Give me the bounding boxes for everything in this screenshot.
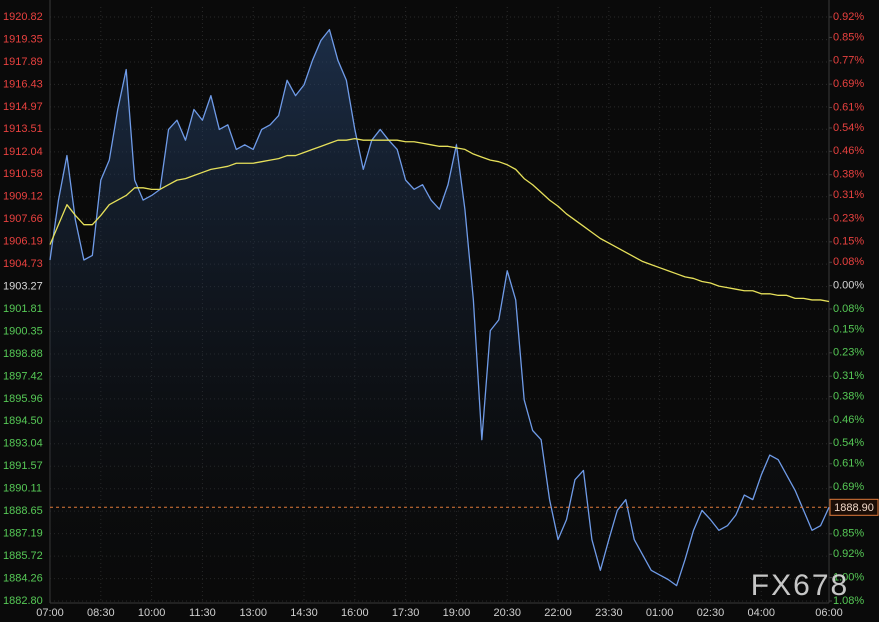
y-tick-label: 1906.19 xyxy=(3,236,43,248)
y2-tick-label: 0.15% xyxy=(833,236,864,248)
x-tick-label: 19:00 xyxy=(443,607,471,619)
y2-tick-label: 0.46% xyxy=(833,414,864,426)
x-tick-label: 10:00 xyxy=(138,607,166,619)
y2-tick-label: 0.08% xyxy=(833,256,864,268)
y2-tick-label: 0.85% xyxy=(833,31,864,43)
x-tick-label: 17:30 xyxy=(392,607,420,619)
y-tick-label: 1893.04 xyxy=(3,438,43,450)
y-tick-label: 1909.12 xyxy=(3,191,43,203)
y2-tick-label: 0.69% xyxy=(833,78,864,90)
last-price-label: 1888.90 xyxy=(834,502,874,514)
x-tick-label: 13:00 xyxy=(239,607,267,619)
y2-tick-label: 0.08% xyxy=(833,303,864,315)
y-tick-label: 1885.72 xyxy=(3,550,43,562)
y2-tick-label: 0.31% xyxy=(833,189,864,201)
y2-tick-label: 0.38% xyxy=(833,169,864,181)
y2-tick-label: 0.54% xyxy=(833,122,864,134)
y-tick-label: 1888.65 xyxy=(3,505,43,517)
y2-tick-label: 0.92% xyxy=(833,548,864,560)
y2-tick-label: 0.00% xyxy=(833,280,864,292)
x-tick-label: 16:00 xyxy=(341,607,369,619)
y-tick-label: 1917.89 xyxy=(3,56,43,68)
last-price-box xyxy=(829,498,879,516)
y2-tick-label: 1.00% xyxy=(833,572,864,584)
x-tick-label: 02:30 xyxy=(697,607,725,619)
y-tick-label: 1894.50 xyxy=(3,415,43,427)
y2-tick-label: 0.31% xyxy=(833,370,864,382)
y2-tick-label: 0.54% xyxy=(833,437,864,449)
y-tick-label: 1887.19 xyxy=(3,527,43,539)
x-tick-label: 04:00 xyxy=(747,607,775,619)
y2-tick-label: 0.23% xyxy=(833,212,864,224)
x-tick-label: 06:00 xyxy=(815,607,843,619)
y-tick-label: 1919.35 xyxy=(3,33,43,45)
watermark: FX678 xyxy=(751,569,849,602)
y-tick-label: 1884.26 xyxy=(3,572,43,584)
y2-tick-label: 0.15% xyxy=(833,323,864,335)
y-tick-label: 1901.81 xyxy=(3,303,43,315)
y2-tick-label: 0.46% xyxy=(833,145,864,157)
y-tick-label: 1900.35 xyxy=(3,325,43,337)
x-tick-label: 22:00 xyxy=(544,607,572,619)
y2-tick-label: 0.38% xyxy=(833,391,864,403)
y-tick-label: 1890.11 xyxy=(3,483,42,495)
x-tick-label: 11:30 xyxy=(189,607,216,619)
area xyxy=(50,29,829,602)
x-tick-label: 07:00 xyxy=(36,607,64,619)
y-tick-label: 1903.27 xyxy=(3,280,43,292)
y2-tick-label: 0.61% xyxy=(833,458,864,470)
y-tick-label: 1912.04 xyxy=(3,146,43,158)
y-tick-label: 1913.51 xyxy=(3,123,43,135)
y2-tick-label: 0.85% xyxy=(833,528,864,540)
y-tick-label: 1898.88 xyxy=(3,348,43,360)
y2-tick-label: 0.77% xyxy=(833,55,864,67)
x-tick-label: 01:00 xyxy=(646,607,674,619)
y2-tick-label: 0.23% xyxy=(833,347,864,359)
y-tick-label: 1920.82 xyxy=(3,11,43,23)
y-tick-label: 1882.80 xyxy=(3,595,43,607)
x-tick-label: 23:30 xyxy=(595,607,623,619)
x-tick-label: 20:30 xyxy=(493,607,521,619)
y-tick-label: 1891.57 xyxy=(3,460,43,472)
y-tick-label: 1907.66 xyxy=(3,213,43,225)
x-tick-label: 14:30 xyxy=(290,607,318,619)
y-tick-label: 1897.42 xyxy=(3,370,43,382)
line xyxy=(49,138,830,303)
y-tick-label: 1895.96 xyxy=(3,393,43,405)
y2-tick-label: 0.92% xyxy=(833,11,864,23)
line xyxy=(49,28,830,587)
y-tick-label: 1916.43 xyxy=(3,78,43,90)
x-tick-label: 08:30 xyxy=(87,607,115,619)
y2-tick-label: 0.69% xyxy=(833,481,864,493)
y2-tick-label: 1.08% xyxy=(833,595,864,607)
y-tick-label: 1914.97 xyxy=(3,101,43,113)
y-tick-label: 1904.73 xyxy=(3,258,43,270)
y2-tick-label: 0.61% xyxy=(833,101,864,113)
y-tick-label: 1910.58 xyxy=(3,168,43,180)
